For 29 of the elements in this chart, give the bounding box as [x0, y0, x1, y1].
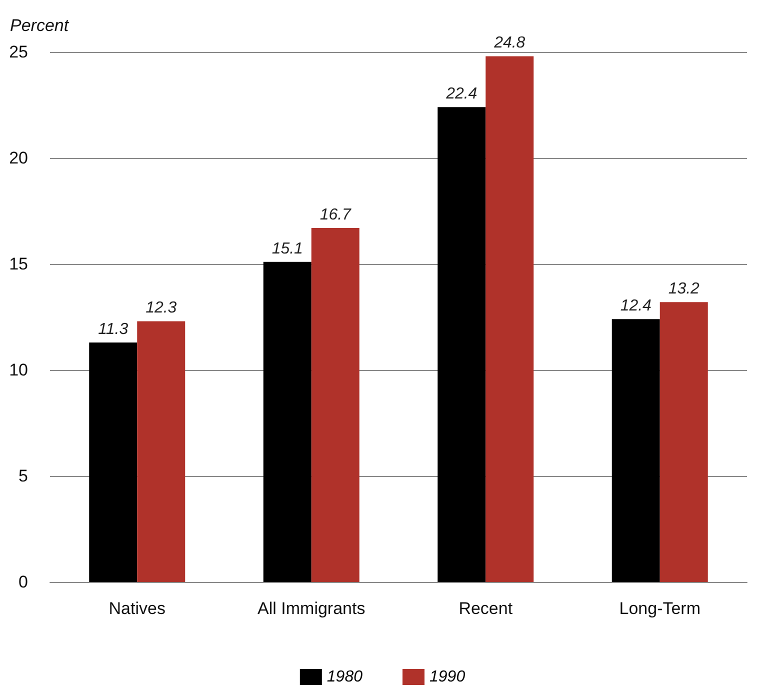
data-label: 12.3: [146, 300, 177, 317]
x-tick-label: Recent: [458, 599, 513, 618]
bar: [263, 262, 312, 582]
y-tick-label: 25: [9, 42, 28, 62]
y-tick-label: 15: [9, 254, 28, 274]
data-label: 16.7: [320, 206, 352, 224]
data-label: 13.2: [668, 280, 700, 298]
y-tick-label: 0: [18, 572, 28, 592]
data-label: 22.4: [445, 86, 478, 103]
data-label: 12.4: [620, 298, 652, 315]
data-label: 24.8: [493, 34, 526, 52]
y-tick-label: 5: [18, 466, 28, 486]
y-tick-label: 20: [9, 148, 28, 168]
bar: [612, 319, 660, 582]
legend-label: 1990: [430, 668, 466, 686]
bar: [137, 321, 186, 582]
bar: [311, 228, 360, 582]
y-tick-label: 10: [9, 360, 28, 380]
legend-label: 1980: [326, 668, 363, 686]
bar: [438, 107, 486, 582]
data-label: 11.3: [98, 320, 128, 338]
x-tick-label: Natives: [108, 599, 166, 618]
data-label: 15.1: [272, 240, 303, 258]
y-axis-title: Percent: [10, 16, 70, 35]
bar: [660, 302, 708, 582]
x-tick-label: Long-Term: [619, 599, 701, 618]
bar: [486, 56, 534, 582]
bar: [89, 342, 138, 582]
x-tick-label: All Immigrants: [258, 599, 366, 618]
